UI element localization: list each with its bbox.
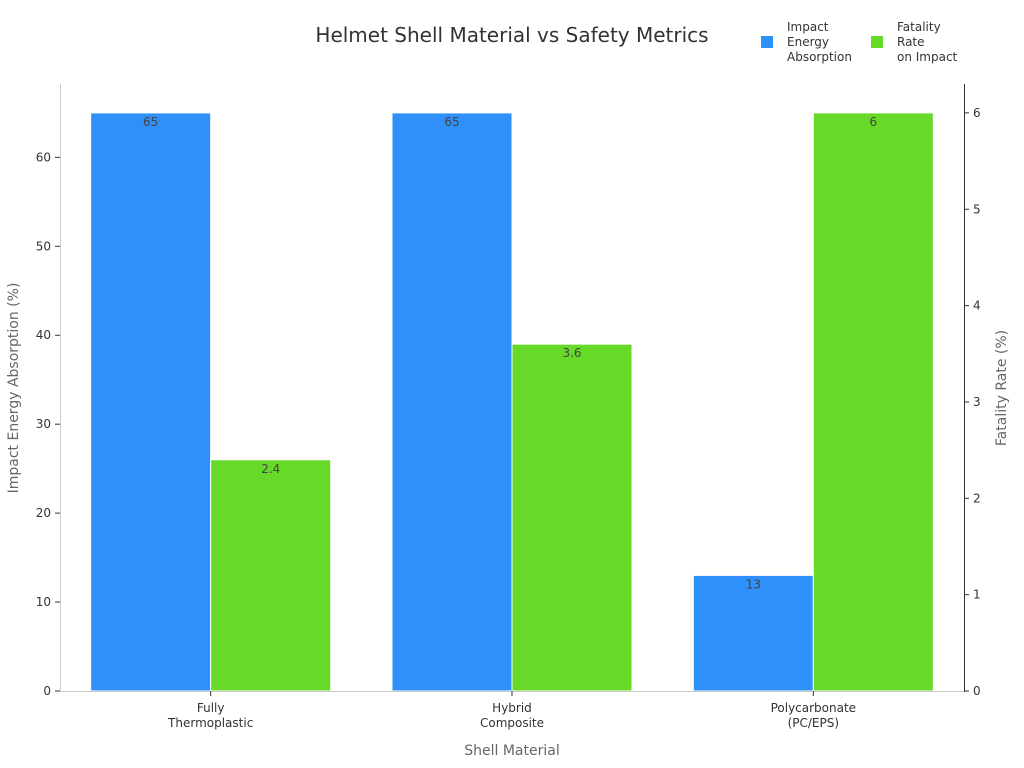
y-left-tick-label: 10: [36, 595, 51, 609]
x-tick-label-line: Composite: [480, 716, 544, 730]
y-right-tick-label: 2: [973, 491, 981, 505]
y-right-tick-label: 4: [973, 299, 981, 313]
x-tick-label: Fully Thermoplastic: [167, 701, 253, 730]
data-label: 13: [746, 577, 761, 591]
y-left-tick-label: 40: [36, 328, 51, 342]
x-tick-label-line: Polycarbonate: [771, 701, 856, 715]
data-label: 2.4: [261, 462, 280, 476]
legend: Impact Energy Absorption Fatality Rate on Imp…: [761, 20, 958, 64]
y-left-tick-label: 0: [43, 684, 51, 698]
x-tick-label: Hybrid Composite: [480, 701, 544, 730]
x-tick-label-line: Thermoplastic: [167, 716, 253, 730]
chart-title: Helmet Shell Material vs Safety Metrics: [315, 23, 708, 47]
data-label: 6: [870, 115, 878, 129]
y-right-tick-label: 5: [973, 202, 981, 216]
y-left-tick-label: 50: [36, 239, 51, 253]
legend-label: Impact Energy Absorption: [787, 20, 852, 64]
bar-fatality-rate: [210, 459, 332, 692]
y-left-tick-label: 60: [36, 150, 51, 164]
legend-swatch: [871, 36, 883, 48]
bar-fatality-rate: [812, 112, 934, 692]
y-axis-right-ticks: 0 1 2 3 4 5 6: [964, 106, 981, 698]
legend-swatch: [761, 36, 773, 48]
x-tick-label-line: Hybrid: [492, 701, 532, 715]
legend-label-line: Fatality: [897, 20, 941, 34]
legend-label-line: on Impact: [897, 50, 958, 64]
bar-fatality-rate: [511, 343, 633, 692]
y-right-tick-label: 3: [973, 395, 981, 409]
y-right-tick-label: 0: [973, 684, 981, 698]
y-left-tick-label: 30: [36, 417, 51, 431]
y-axis-left-title: Impact Energy Absorption (%): [6, 283, 22, 494]
y-axis-right-title: Fatality Rate (%): [994, 330, 1010, 446]
legend-label: Fatality Rate on Impact: [897, 20, 958, 64]
x-tick-label-line: Fully: [197, 701, 225, 715]
y-right-tick-label: 6: [973, 106, 981, 120]
y-left-tick-label: 20: [36, 506, 51, 520]
bars: 65 2.4 65 3.6 13 6: [90, 112, 934, 692]
x-tick-label: Polycarbonate (PC/EPS): [771, 701, 856, 730]
bar-impact-energy: [391, 112, 513, 692]
bar-impact-energy: [90, 112, 212, 692]
y-axis-left-ticks: 0 10 20 30 40 50 60: [36, 150, 60, 698]
data-label: 65: [143, 115, 158, 129]
legend-label-line: Impact: [787, 20, 829, 34]
x-tick-label-line: (PC/EPS): [788, 716, 839, 730]
y-right-tick-label: 1: [973, 588, 981, 602]
legend-label-line: Energy: [787, 35, 829, 49]
legend-label-line: Absorption: [787, 50, 852, 64]
bar-impact-energy: [692, 574, 814, 692]
x-axis-title: Shell Material: [464, 743, 559, 759]
x-axis-ticks: Fully Thermoplastic Hybrid Composite Polycar…: [167, 691, 856, 730]
data-label: 3.6: [562, 346, 581, 360]
data-label: 65: [444, 115, 459, 129]
legend-label-line: Rate: [897, 35, 925, 49]
